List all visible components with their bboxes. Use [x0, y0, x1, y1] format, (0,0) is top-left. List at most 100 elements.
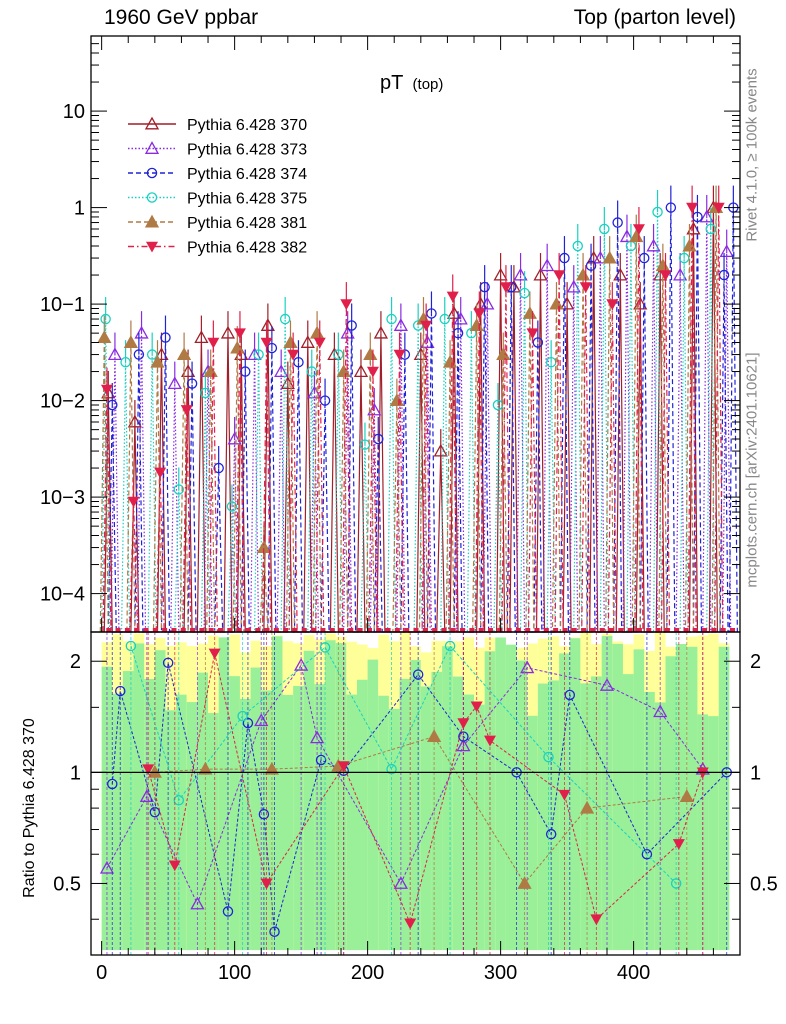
ratio-band-green	[303, 650, 315, 951]
data-point	[572, 240, 584, 252]
data-point	[373, 325, 389, 339]
data-point	[287, 349, 300, 361]
ratio-point	[162, 657, 174, 669]
data-point	[613, 267, 628, 281]
header-right: Top (parton level)	[573, 6, 736, 29]
data-point	[393, 349, 406, 361]
ratio-point	[670, 878, 682, 889]
ratio-ytick-label: 2	[70, 651, 81, 673]
baseline-marker	[730, 628, 736, 632]
ratio-point	[190, 896, 205, 910]
ratio-uncertainty-bands	[101, 632, 730, 951]
data-point	[127, 496, 140, 508]
ratio-point	[641, 848, 653, 860]
data-point	[646, 238, 661, 252]
baseline-marker	[469, 628, 475, 632]
data-point	[133, 349, 145, 360]
data-point	[247, 347, 262, 361]
data-point	[176, 347, 192, 361]
ratio-band-green	[644, 691, 655, 951]
data-point	[393, 318, 408, 331]
data-point	[446, 306, 462, 319]
data-point	[712, 202, 725, 214]
data-point	[619, 229, 635, 243]
ratio-band-green	[537, 683, 549, 951]
data-point	[412, 320, 424, 331]
ratio-band-green	[197, 672, 209, 951]
header-left: 1960 GeV ppbar	[104, 6, 259, 29]
ratio-band-green	[431, 671, 443, 951]
ratio-point	[456, 738, 471, 752]
data-point	[309, 325, 325, 339]
data-point	[363, 347, 378, 361]
baseline-marker	[683, 628, 689, 632]
ratio-point	[125, 640, 137, 652]
ratio-point	[260, 878, 273, 890]
ratio-point	[147, 765, 162, 778]
data-point	[533, 267, 548, 281]
baseline-marker	[273, 628, 279, 632]
baseline-marker	[162, 628, 168, 632]
legend-entry: Pythia 6.428 370	[128, 116, 307, 134]
baseline-marker	[413, 628, 419, 632]
legend-label: Pythia 6.428 373	[187, 142, 307, 159]
legend-marker	[144, 214, 160, 228]
data-point	[522, 306, 537, 319]
ratio-series-pythia-6.428-373	[99, 632, 710, 955]
ratio-point	[386, 763, 397, 775]
data-point	[719, 244, 734, 258]
ratio-point	[457, 718, 470, 730]
baseline-marker	[674, 628, 680, 632]
ratio-series-layer	[99, 632, 732, 955]
series-line	[107, 207, 738, 633]
plot-frames	[90, 35, 741, 956]
data-point	[313, 337, 326, 349]
data-point	[283, 335, 298, 348]
ratio-point	[99, 860, 115, 874]
baseline-marker	[199, 628, 205, 632]
baseline-marker	[627, 628, 633, 632]
main-ytick-label: 10−2	[40, 391, 85, 413]
ratio-y-axis-label-text: Ratio to Pythia 6.428 370	[21, 718, 38, 898]
data-point	[227, 431, 242, 445]
ratio-ytick-label: 1	[70, 762, 81, 784]
ratio-point	[558, 789, 571, 801]
baseline-marker	[571, 628, 577, 632]
data-point	[513, 267, 528, 281]
ratio-band-green	[314, 684, 326, 951]
data-point	[496, 347, 511, 361]
baseline-marker-row	[106, 628, 736, 632]
ratio-point	[458, 731, 469, 742]
data-point	[173, 484, 185, 495]
baseline-marker	[124, 628, 130, 632]
legend-label: Pythia 6.428 370	[187, 117, 307, 134]
data-point	[386, 313, 397, 325]
baseline-marker	[106, 628, 112, 632]
ratio-band-green	[527, 715, 538, 951]
baseline-marker	[236, 628, 242, 632]
series-pythia-6.428-373	[107, 194, 734, 633]
baseline-marker	[227, 628, 233, 632]
baseline-marker	[432, 628, 438, 632]
legend-entry: Pythia 6.428 373	[128, 141, 307, 159]
series-line	[110, 216, 732, 633]
legend-marker	[146, 167, 158, 179]
ratio-point	[168, 860, 181, 872]
data-point	[420, 320, 433, 332]
baseline-marker	[702, 628, 708, 632]
legend-marker	[144, 141, 160, 154]
baseline-marker	[311, 628, 317, 632]
data-point	[359, 439, 371, 450]
data-point	[519, 287, 530, 299]
data-point	[686, 202, 699, 214]
data-point	[575, 267, 591, 281]
data-point	[100, 384, 113, 396]
ratio-point	[427, 729, 442, 743]
ratio-point	[412, 669, 424, 680]
data-point	[207, 337, 220, 349]
baseline-marker	[692, 628, 698, 632]
data-point	[226, 501, 238, 512]
data-point	[123, 335, 139, 348]
data-point	[340, 325, 355, 339]
ratio-point	[107, 778, 118, 790]
